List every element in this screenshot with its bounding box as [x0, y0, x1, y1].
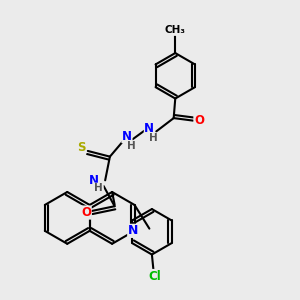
Text: N: N: [122, 130, 132, 142]
Text: Cl: Cl: [149, 269, 161, 283]
Text: O: O: [81, 206, 91, 219]
Text: CH₃: CH₃: [165, 25, 186, 35]
Text: H: H: [94, 183, 103, 193]
Text: O: O: [194, 114, 204, 127]
Text: N: N: [144, 122, 154, 135]
Text: N: N: [89, 174, 99, 187]
Text: H: H: [149, 133, 158, 143]
Text: S: S: [77, 141, 86, 154]
Text: H: H: [127, 141, 135, 151]
Text: N: N: [128, 224, 138, 237]
